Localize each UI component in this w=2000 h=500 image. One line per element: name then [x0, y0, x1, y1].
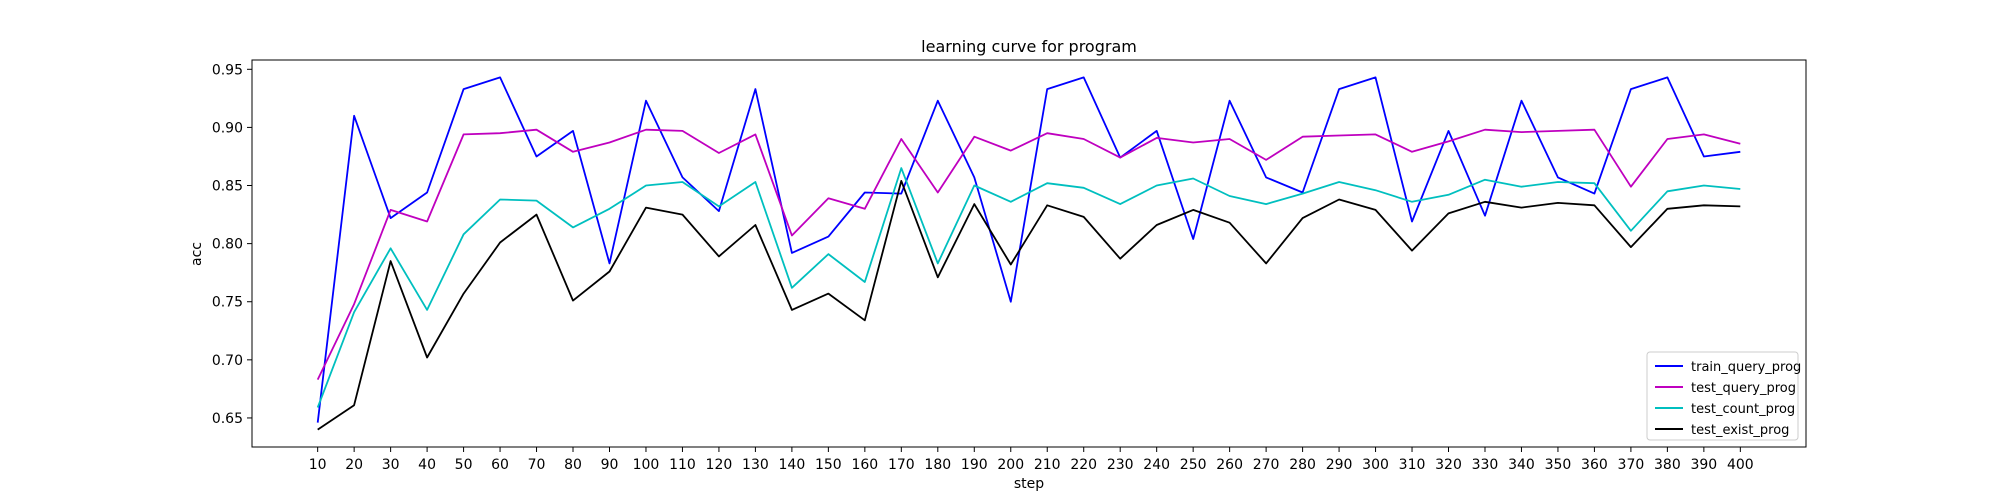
- x-tick-label: 200: [997, 457, 1024, 473]
- x-tick-label: 360: [1581, 457, 1608, 473]
- x-tick-label: 370: [1618, 457, 1645, 473]
- x-tick-label: 350: [1545, 457, 1572, 473]
- x-axis-label: step: [1014, 476, 1044, 492]
- x-tick-label: 10: [309, 457, 327, 473]
- y-axis-label: acc: [189, 242, 205, 266]
- legend-label: train_query_prog: [1691, 360, 1801, 375]
- x-tick-label: 50: [455, 457, 473, 473]
- x-tick-label: 250: [1180, 457, 1207, 473]
- x-tick-label: 390: [1690, 457, 1717, 473]
- x-tick-label: 210: [1034, 457, 1061, 473]
- x-tick-label: 340: [1508, 457, 1535, 473]
- x-tick-label: 170: [888, 457, 915, 473]
- x-tick-label: 230: [1107, 457, 1134, 473]
- x-tick-label: 300: [1362, 457, 1389, 473]
- x-tick-label: 270: [1253, 457, 1280, 473]
- legend: train_query_prog test_query_prog test_coun…: [1646, 351, 1801, 441]
- series-line-test-query-prog: [316, 128, 1741, 380]
- y-tick-label: 0.75: [212, 295, 243, 311]
- x-tick-label: 20: [345, 457, 363, 473]
- chart-title: learning curve for program: [921, 37, 1137, 56]
- x-tick-label: 70: [528, 457, 546, 473]
- y-tick-label: 0.65: [212, 411, 243, 427]
- x-tick-label: 40: [418, 457, 436, 473]
- x-tick-label: 80: [564, 457, 582, 473]
- x-tick-label: 290: [1326, 457, 1353, 473]
- y-tick-label: 0.70: [212, 353, 243, 369]
- x-tick-label: 220: [1070, 457, 1097, 473]
- series-line-test-count-prog: [316, 167, 1741, 408]
- y-tick-label: 0.95: [212, 62, 243, 78]
- x-tick-label: 100: [633, 457, 660, 473]
- x-tick-label: 30: [382, 457, 400, 473]
- x-tick-label: 130: [742, 457, 769, 473]
- series-line-train-query-prog: [316, 76, 1741, 423]
- x-tick-label: 380: [1654, 457, 1681, 473]
- legend-label: test_count_prog: [1691, 402, 1795, 417]
- x-tick-label: 90: [601, 457, 619, 473]
- legend-box: [1646, 351, 1799, 441]
- x-tick-label: 400: [1727, 457, 1754, 473]
- x-tick-label: 260: [1216, 457, 1243, 473]
- x-tick-label: 310: [1399, 457, 1426, 473]
- x-tick-label: 280: [1289, 457, 1316, 473]
- legend-label: test_query_prog: [1691, 381, 1796, 396]
- x-tick-label: 60: [491, 457, 509, 473]
- x-tick-label: 180: [924, 457, 951, 473]
- x-tick-label: 120: [706, 457, 733, 473]
- series-lines: [316, 76, 1741, 431]
- axis-ticks: 10 20 30 40 50 60 70 80 90 100 110 120 130 140 150 160 1…: [212, 62, 1754, 473]
- series-line-test-exist-prog: [317, 179, 1741, 431]
- x-tick-label: 110: [669, 457, 696, 473]
- legend-label: test_exist_prog: [1691, 423, 1789, 438]
- y-tick-label: 0.80: [212, 237, 243, 253]
- x-tick-label: 150: [815, 457, 842, 473]
- x-tick-label: 190: [961, 457, 988, 473]
- y-tick-label: 0.85: [212, 179, 243, 195]
- x-tick-label: 240: [1143, 457, 1170, 473]
- x-tick-label: 140: [779, 457, 806, 473]
- x-tick-label: 320: [1435, 457, 1462, 473]
- plot-area-frame: [251, 59, 1807, 448]
- x-tick-label: 330: [1472, 457, 1499, 473]
- x-tick-label: 160: [851, 457, 878, 473]
- y-tick-label: 0.90: [212, 120, 243, 136]
